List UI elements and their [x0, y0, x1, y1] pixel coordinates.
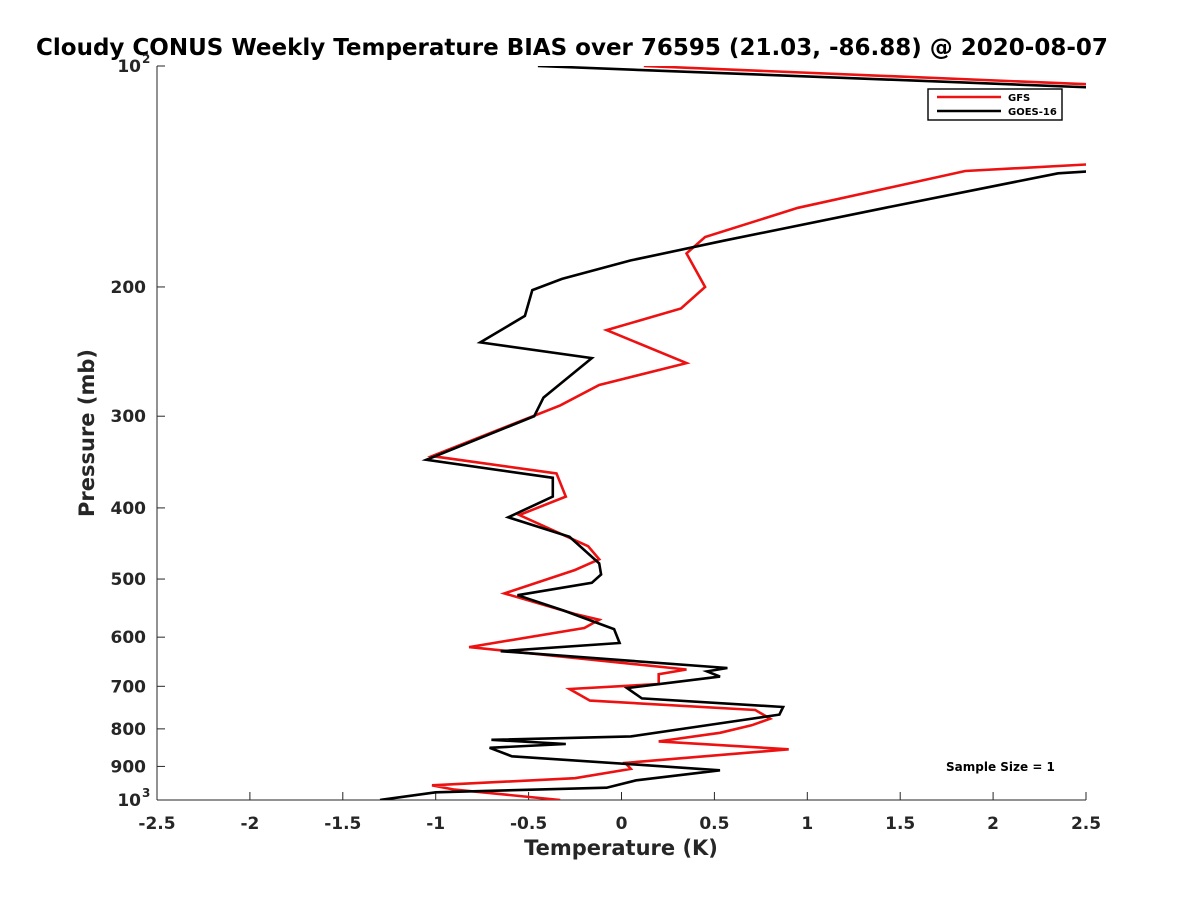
series-line-goes-16: [379, 66, 1086, 800]
x-tick-label: -2: [240, 814, 259, 834]
y-tick-exponent: 3: [142, 786, 150, 800]
x-tick-label: 2: [987, 814, 999, 834]
y-tick-label: 200: [111, 278, 147, 298]
y-tick-label: 300: [111, 407, 147, 427]
y-tick-label: 700: [111, 677, 147, 697]
x-tick-label: 1: [801, 814, 813, 834]
y-tick-label: 500: [111, 570, 147, 590]
x-tick-label: -0.5: [510, 814, 547, 834]
legend-entry: GOES-16: [1008, 107, 1057, 118]
y-tick-label: 10: [117, 791, 141, 811]
y-axis-label: Pressure (mb): [75, 349, 99, 517]
chart-title: Cloudy CONUS Weekly Temperature BIAS ove…: [36, 35, 1108, 61]
y-tick-label: 600: [111, 628, 147, 648]
sample-size-annotation: Sample Size = 1: [946, 760, 1055, 774]
x-axis-label: Temperature (K): [524, 836, 718, 860]
x-tick-label: 0.5: [699, 814, 729, 834]
x-tick-label: 1.5: [885, 814, 915, 834]
axes: -2.5 -2 -1.5 -1 -0.5 0 0.5 1 1.5 2 2.510 2200300400…: [111, 52, 1102, 834]
x-tick-label: 0: [616, 814, 628, 834]
legend-entry: GFS: [1008, 93, 1030, 104]
y-tick-label: 800: [111, 720, 147, 740]
x-tick-label: -2.5: [138, 814, 175, 834]
y-tick-label: 900: [111, 757, 147, 777]
x-tick-label: -1: [426, 814, 445, 834]
x-tick-label: 2.5: [1071, 814, 1101, 834]
legend: GFS GOES-16: [927, 88, 1063, 121]
y-tick-label: 400: [111, 499, 147, 519]
y-tick-exponent: 2: [142, 52, 150, 66]
series-line-gfs: [426, 66, 1086, 800]
x-tick-label: -1.5: [324, 814, 361, 834]
legend-box: [927, 88, 1063, 121]
series-layer: [379, 66, 1086, 800]
y-tick-label: 10: [117, 57, 141, 77]
